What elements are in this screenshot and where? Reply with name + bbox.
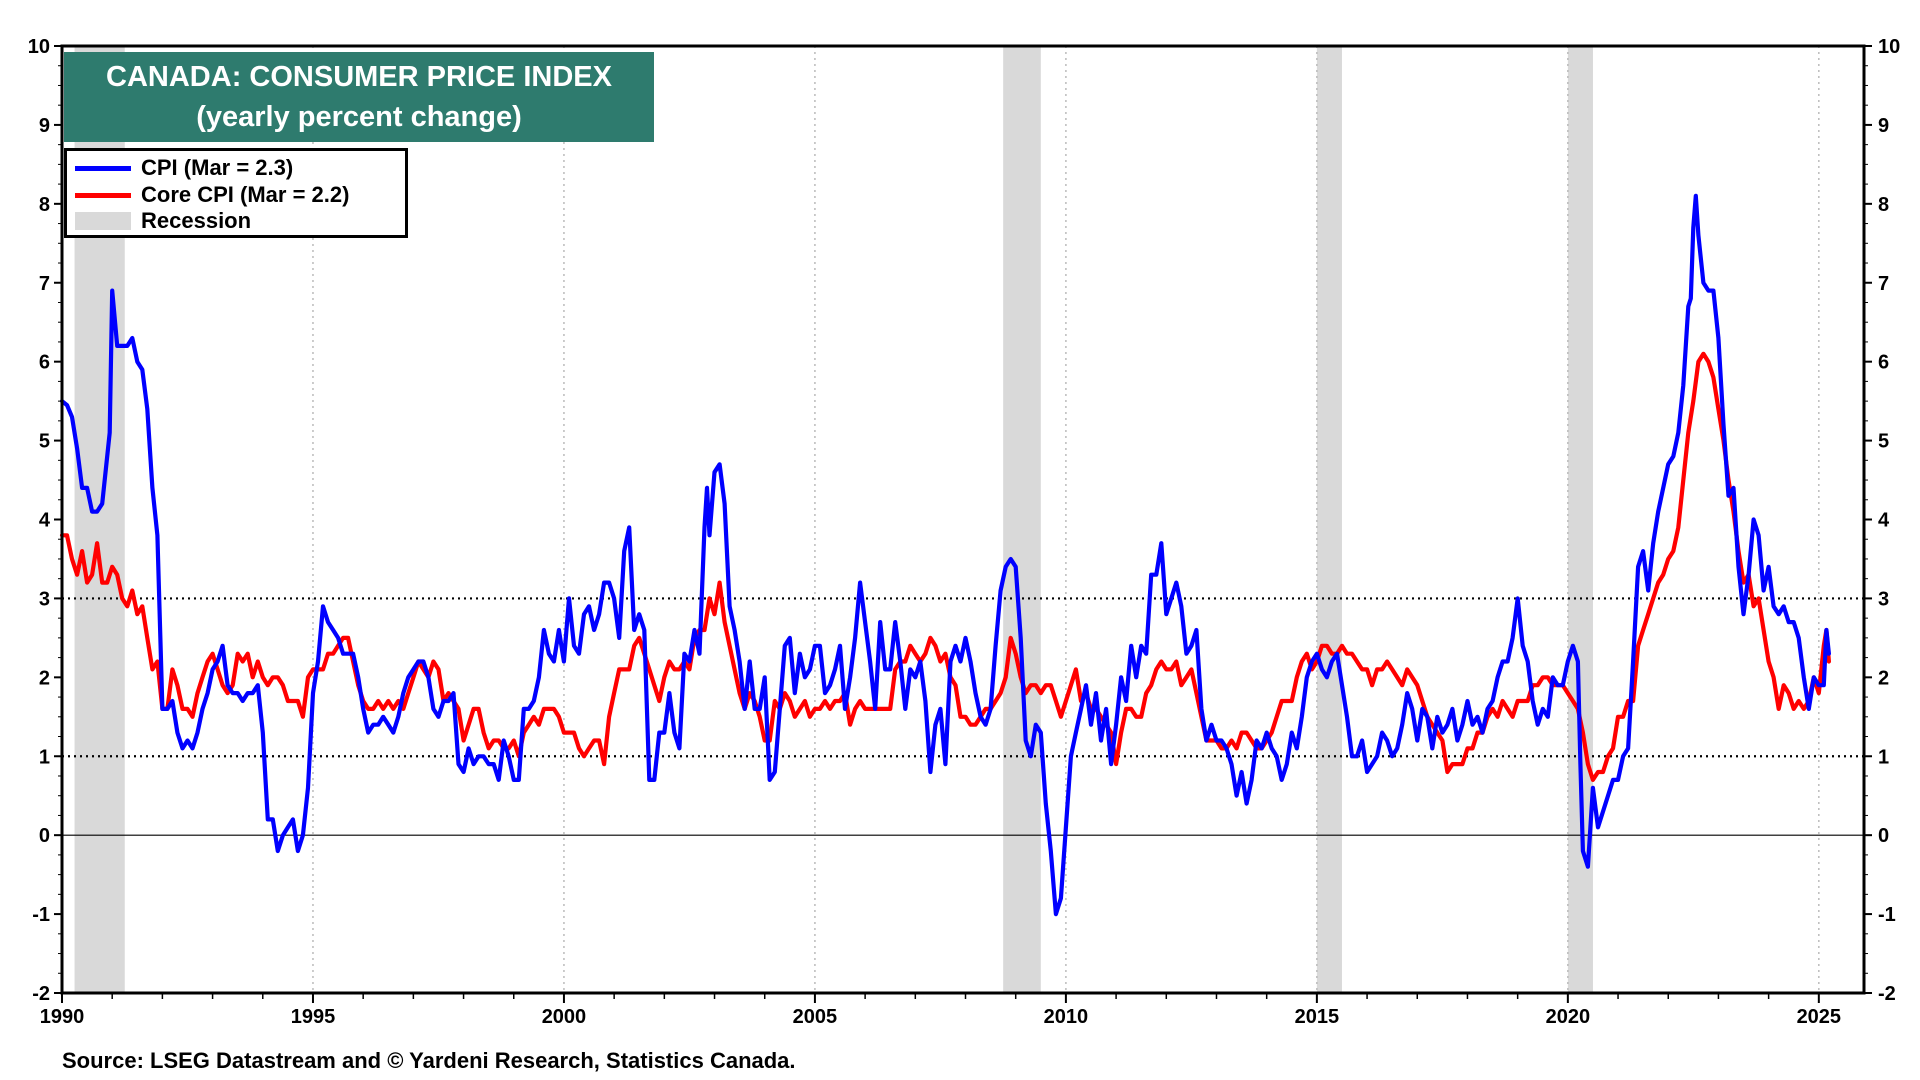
legend-swatch-cpi bbox=[75, 165, 131, 171]
y-tick-label-left-2: 2 bbox=[39, 667, 50, 689]
y-tick-label-right-2: 2 bbox=[1878, 667, 1889, 689]
legend-item-cpi: CPI (Mar = 2.3) bbox=[75, 155, 293, 181]
y-tick-label-right-5: 5 bbox=[1878, 431, 1889, 453]
legend-item-recession: Recession bbox=[75, 208, 251, 234]
y-tick-label-left-6: 6 bbox=[39, 352, 50, 374]
legend: CPI (Mar = 2.3) Core CPI (Mar = 2.2) Rec… bbox=[64, 148, 408, 238]
y-tick-label-left-8: 8 bbox=[39, 194, 50, 216]
legend-swatch-core-cpi bbox=[75, 192, 131, 198]
legend-swatch-recession bbox=[75, 212, 131, 230]
y-tick-label-right-4: 4 bbox=[1878, 510, 1890, 532]
y-tick-label-right-1: 1 bbox=[1878, 746, 1889, 768]
y-tick-label-right--1: -1 bbox=[1878, 904, 1896, 926]
y-tick-label-left--1: -1 bbox=[32, 904, 50, 926]
x-tick-label-2005: 2005 bbox=[793, 1006, 838, 1028]
y-tick-label-right-7: 7 bbox=[1878, 273, 1889, 295]
x-tick-label-2010: 2010 bbox=[1044, 1006, 1089, 1028]
series-lines bbox=[59, 193, 1831, 917]
chart-subtitle: (yearly percent change) bbox=[196, 101, 522, 133]
chart-title-box: CANADA: CONSUMER PRICE INDEX (yearly per… bbox=[64, 52, 654, 142]
legend-item-core-cpi: Core CPI (Mar = 2.2) bbox=[75, 182, 349, 208]
y-tick-label-right-0: 0 bbox=[1878, 825, 1889, 847]
x-tick-label-2015: 2015 bbox=[1295, 1006, 1340, 1028]
y-tick-label-left--2: -2 bbox=[32, 983, 50, 1005]
recession-band-1 bbox=[1003, 46, 1041, 993]
x-tick-label-1990: 1990 bbox=[40, 1006, 85, 1028]
y-tick-label-left-9: 9 bbox=[39, 115, 50, 137]
chart-title: CANADA: CONSUMER PRICE INDEX bbox=[106, 61, 612, 93]
recession-band-2 bbox=[1316, 46, 1342, 993]
y-tick-label-right-8: 8 bbox=[1878, 194, 1889, 216]
y-tick-label-left-1: 1 bbox=[39, 746, 50, 768]
source-note: Source: LSEG Datastream and © Yardeni Re… bbox=[62, 1048, 796, 1073]
legend-label-core-cpi: Core CPI (Mar = 2.2) bbox=[141, 182, 350, 207]
y-tick-label-left-0: 0 bbox=[39, 825, 50, 847]
y-tick-label-left-5: 5 bbox=[39, 431, 50, 453]
axes: -2 -2 -1 -1 0 0 1 1 2 2 3 3 4 4 5 5 6 6 7 7 8 8 9 9 10 10 1990 1995… bbox=[28, 36, 1901, 1028]
legend-label-cpi: CPI (Mar = 2.3) bbox=[141, 155, 294, 180]
y-tick-label-right-6: 6 bbox=[1878, 352, 1889, 374]
x-tick-label-2000: 2000 bbox=[542, 1006, 587, 1028]
x-tick-label-1995: 1995 bbox=[291, 1006, 336, 1028]
y-tick-label-right-3: 3 bbox=[1878, 588, 1889, 610]
y-tick-label-left-4: 4 bbox=[39, 510, 51, 532]
x-tick-label-2025: 2025 bbox=[1797, 1006, 1842, 1028]
series-line-cpi bbox=[59, 193, 1831, 917]
y-tick-label-right-9: 9 bbox=[1878, 115, 1889, 137]
y-tick-label-right--2: -2 bbox=[1878, 983, 1896, 1005]
grid-lines bbox=[62, 46, 1864, 993]
x-tick-label-2020: 2020 bbox=[1546, 1006, 1591, 1028]
legend-label-recession: Recession bbox=[141, 208, 252, 233]
y-tick-label-left-7: 7 bbox=[39, 273, 50, 295]
y-tick-label-left-10: 10 bbox=[28, 36, 50, 58]
y-tick-label-left-3: 3 bbox=[39, 588, 50, 610]
series-line-core-cpi bbox=[59, 351, 1831, 782]
y-tick-label-right-10: 10 bbox=[1878, 36, 1900, 58]
